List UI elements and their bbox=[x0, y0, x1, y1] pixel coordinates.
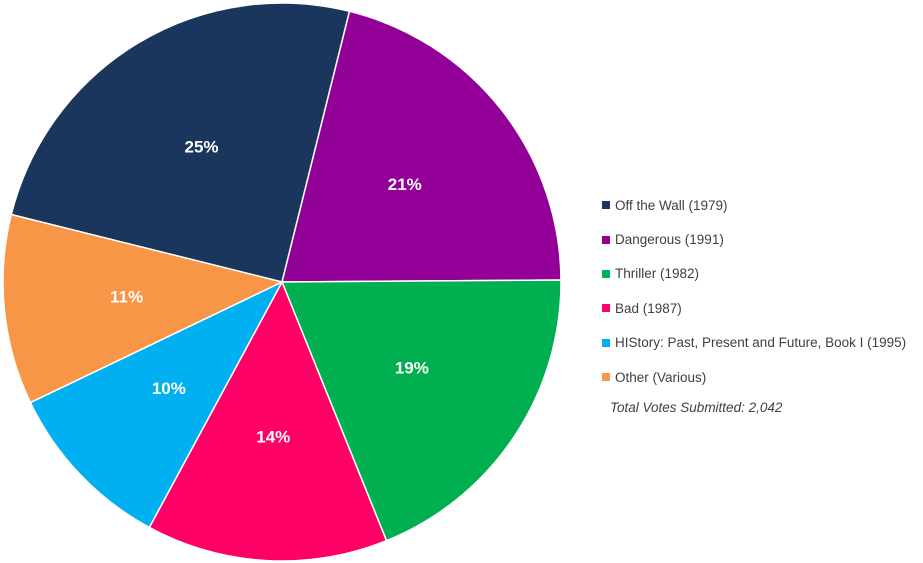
legend-swatch bbox=[602, 235, 610, 244]
legend-label: Thriller (1982) bbox=[615, 266, 700, 282]
total-votes-annotation: Total Votes Submitted: 2,042 bbox=[610, 400, 783, 415]
data-label-history: 10% bbox=[152, 379, 186, 398]
pie-slice-off-the-wall bbox=[10, 2, 351, 283]
legend-swatch bbox=[602, 338, 610, 347]
legend-label: Dangerous (1991) bbox=[615, 232, 724, 248]
legend: Off the Wall (1979) Dangerous (1991) Thril… bbox=[602, 188, 906, 394]
data-label-bad: 14% bbox=[256, 427, 290, 446]
legend-label: Off the Wall (1979) bbox=[615, 197, 728, 213]
legend-item-off-the-wall: Off the Wall (1979) bbox=[602, 188, 906, 222]
data-label-other: 11% bbox=[110, 287, 143, 306]
legend-swatch bbox=[602, 201, 610, 210]
legend-item-bad: Bad (1987) bbox=[602, 291, 906, 325]
legend-label: Bad (1987) bbox=[615, 300, 682, 316]
legend-label: HIStory: Past, Present and Future, Book … bbox=[615, 335, 907, 351]
legend-swatch bbox=[602, 304, 610, 313]
pie-slice-thriller bbox=[280, 279, 562, 542]
pie-slice-dangerous bbox=[281, 10, 562, 283]
legend-item-thriller: Thriller (1982) bbox=[602, 257, 906, 291]
legend-label: Other (Various) bbox=[615, 369, 707, 385]
data-label-thriller: 19% bbox=[395, 358, 429, 377]
legend-item-other: Other (Various) bbox=[602, 360, 906, 394]
legend-swatch bbox=[602, 373, 610, 382]
pie-slice-history bbox=[29, 280, 284, 529]
legend-swatch bbox=[602, 269, 610, 278]
data-label-dangerous: 21% bbox=[388, 175, 422, 194]
pie-slice-bad bbox=[148, 280, 388, 562]
pie-slice-other bbox=[2, 213, 285, 404]
data-label-off-the-wall: 25% bbox=[185, 138, 219, 157]
legend-item-dangerous: Dangerous (1991) bbox=[602, 222, 906, 256]
legend-item-history: HIStory: Past, Present and Future, Book … bbox=[602, 326, 906, 360]
